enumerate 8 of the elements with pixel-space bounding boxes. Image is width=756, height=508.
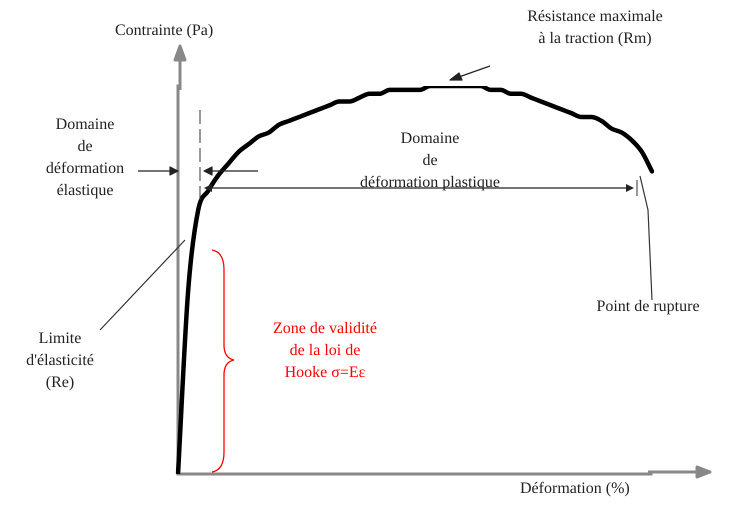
annotation: Zone de validité de la loi de Hooke σ=Eε — [272, 319, 378, 383]
text: Limite d'élasticité (Re) — [25, 329, 95, 393]
x-axis-title: Déformation (%) — [520, 479, 631, 499]
text: Résistance maximale à la traction (Rm) — [526, 7, 664, 49]
y-axis-title: Contrainte (Pa) — [115, 21, 214, 41]
annotation: Point de rupture — [595, 297, 701, 317]
annotation: Domaine de déformation plastique — [359, 129, 501, 193]
text: Domaine de déformation élastique — [44, 115, 126, 201]
